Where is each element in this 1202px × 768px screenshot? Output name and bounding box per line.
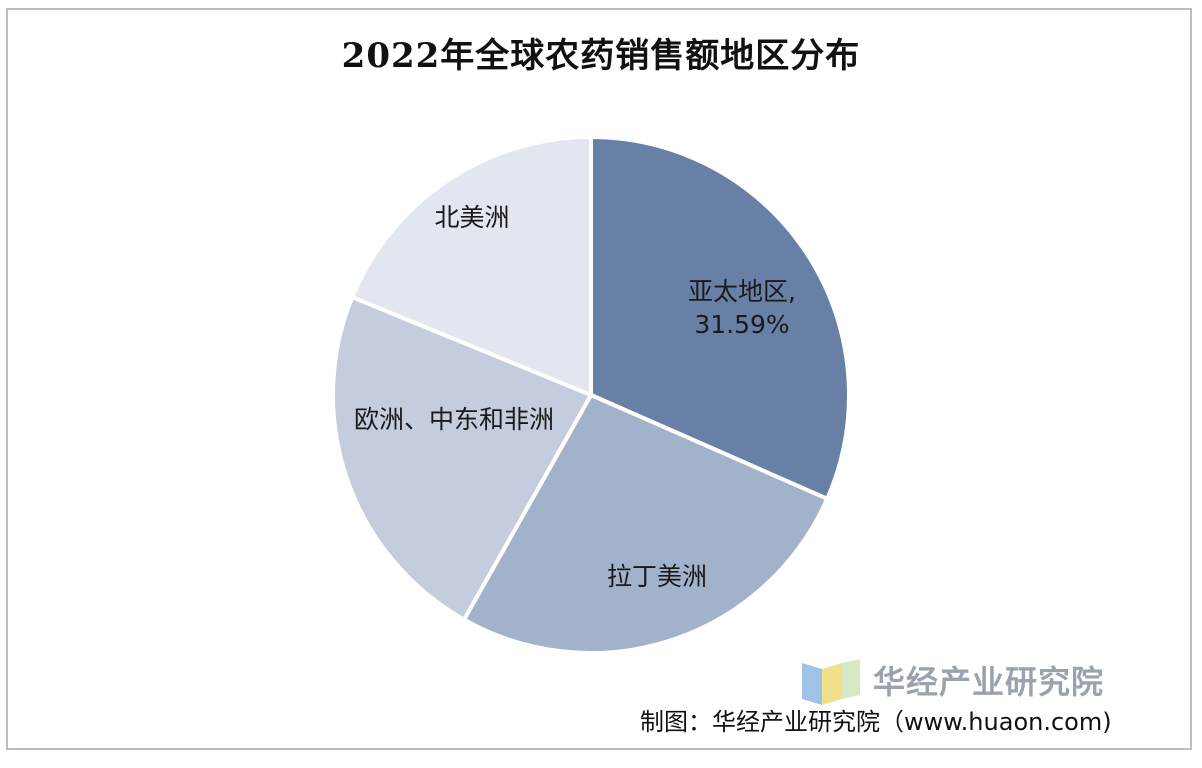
slice-value-0: 31.59% xyxy=(694,310,789,339)
chart-title: 2022年全球农药销售额地区分布 xyxy=(341,36,861,76)
slice-label-2: 欧洲、中东和非洲 xyxy=(354,405,554,434)
slice-label-3: 北美洲 xyxy=(434,203,509,232)
slice-label-1: 拉丁美洲 xyxy=(607,562,707,591)
huajing-logo-icon xyxy=(802,659,860,705)
pie-slice-3 xyxy=(349,134,593,398)
source-note: 制图：华经产业研究院（www.huaon.com) xyxy=(640,708,1112,736)
pie-slice-2 xyxy=(331,294,594,623)
slice-label-0: 亚太地区, xyxy=(688,277,796,306)
watermark-text: 华经产业研究院 xyxy=(873,663,1105,701)
pie-slice-0 xyxy=(589,134,851,502)
